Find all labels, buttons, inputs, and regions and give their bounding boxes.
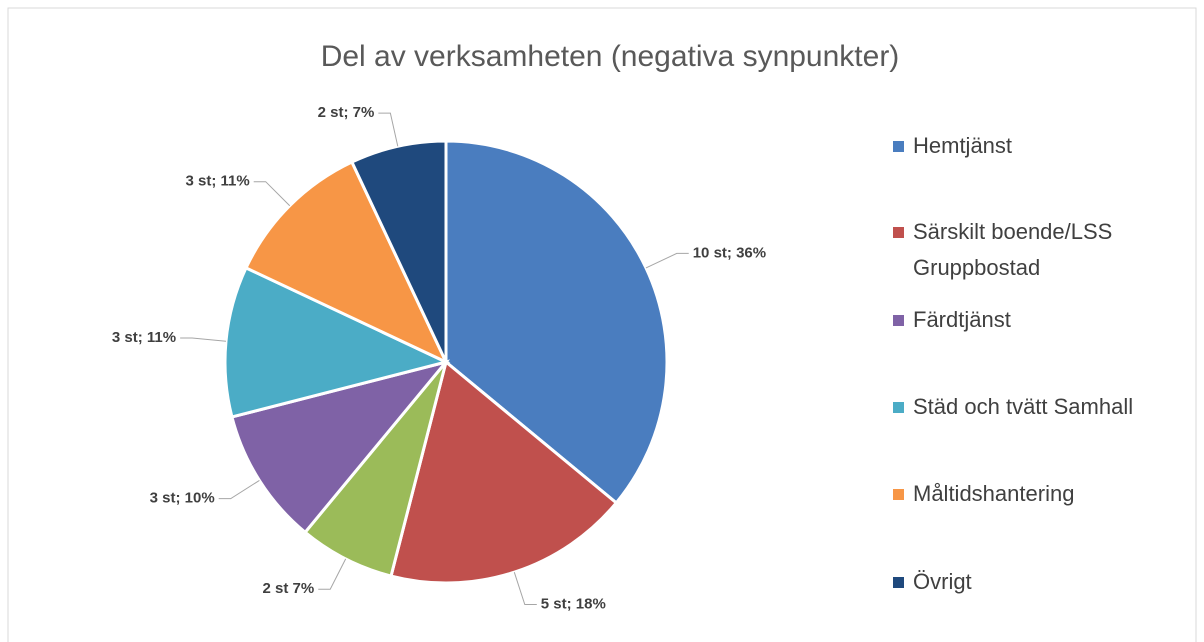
legend-label: Städ och tvätt Samhall <box>913 394 1134 419</box>
leader-line <box>180 337 227 342</box>
legend-swatch <box>893 315 904 326</box>
legend-label: Hemtjänst <box>913 133 1013 158</box>
legend-swatch <box>893 402 904 413</box>
pie-slice <box>223 265 451 419</box>
leader-line <box>513 572 537 606</box>
data-label: 3 st; 10% <box>150 490 215 507</box>
leader-line <box>645 252 689 269</box>
legend-item: Hemtjänst <box>890 128 1190 164</box>
legend-swatch <box>893 489 904 500</box>
data-label: 3 st; 11% <box>112 329 176 346</box>
legend-label: Övrigt <box>913 569 972 594</box>
leader-line <box>218 479 260 500</box>
legend-item: Måltidshantering <box>890 476 1190 512</box>
legend-label: Särskilt boende/LSS Gruppbostad <box>913 219 1113 280</box>
data-label: 2 st; 7% <box>318 104 375 121</box>
data-label: 3 st; 11% <box>185 173 249 190</box>
legend-item: Övrigt <box>890 564 1190 600</box>
pie-slice <box>244 160 450 366</box>
data-label: 5 st; 18% <box>541 595 606 612</box>
legend-item: Städ och tvätt Samhall <box>890 389 1190 425</box>
pie-slice <box>389 359 619 585</box>
data-label: 2 st 7% <box>263 580 315 597</box>
legend-swatch <box>893 577 904 588</box>
leader-line <box>378 112 399 147</box>
legend-item: Särskilt boende/LSS Gruppbostad <box>890 214 1190 286</box>
legend-swatch <box>893 227 904 238</box>
legend-swatch <box>893 141 904 152</box>
legend-label: Måltidshantering <box>913 481 1075 506</box>
leader-line <box>318 558 347 590</box>
data-label: 10 st; 36% <box>693 244 766 261</box>
pie-slice <box>444 139 669 505</box>
legend-label: Färdtjänst <box>913 307 1011 332</box>
legend-item: Färdtjänst <box>890 302 1190 338</box>
chart-border <box>7 7 1197 642</box>
leader-line <box>253 181 291 207</box>
chart-title: Del av verksamheten (negativa synpunkter… <box>321 40 900 73</box>
